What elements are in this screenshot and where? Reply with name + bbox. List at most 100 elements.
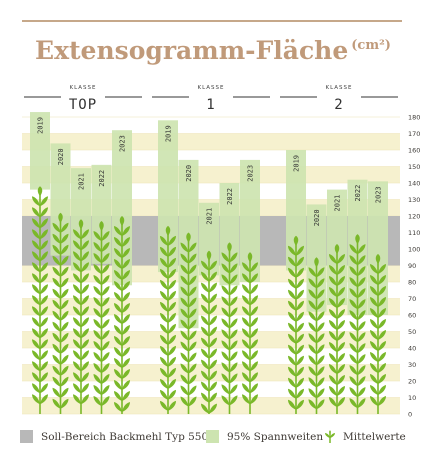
wheat-tip [334, 244, 340, 255]
wheat-kernel [329, 298, 337, 309]
wheat-kernel [122, 292, 130, 302]
wheat-kernel [73, 350, 81, 361]
wheat-kernel [201, 337, 209, 348]
class-label: KLASSE [197, 85, 224, 91]
wheat-kernel [201, 348, 209, 359]
wheat-kernel [349, 244, 358, 255]
legend-swatch-target [20, 430, 33, 443]
wheat-kernel [229, 373, 238, 384]
class-name: 2 [334, 97, 343, 113]
y-tick-label: 160 [408, 147, 420, 155]
wheat-kernel [288, 388, 296, 399]
wheat-kernel [229, 307, 238, 318]
span-bar [91, 164, 112, 264]
wheat-kernel [357, 310, 366, 321]
wheat-kernel [250, 306, 258, 317]
wheat-kernel [337, 364, 345, 375]
wheat-kernel [357, 255, 366, 266]
mean-wheat [221, 242, 238, 414]
wheat-kernel [250, 361, 258, 372]
wheat-kernel [180, 363, 189, 374]
year-label: 2021 [78, 173, 86, 190]
wheat-kernel [296, 256, 304, 267]
wheat-kernel [180, 297, 189, 308]
wheat-kernel [288, 366, 296, 377]
wheat-kernel [32, 350, 40, 361]
wheat-tip [37, 186, 43, 197]
wheat-kernel [250, 284, 258, 295]
wheat-kernel [114, 391, 122, 401]
wheat-kernel [188, 275, 197, 286]
wheat-kernel [357, 266, 366, 277]
wheat-kernel [114, 325, 122, 335]
wheat-kernel [288, 256, 296, 267]
wheat-kernel [40, 372, 48, 383]
wheat-kernel [201, 304, 209, 315]
wheat-kernel [188, 352, 197, 363]
wheat-kernel [209, 392, 217, 403]
wheat-kernel [370, 384, 378, 395]
wheat-kernel [32, 383, 40, 394]
grid-stripe [22, 397, 400, 414]
wheat-kernel [122, 347, 130, 357]
wheat-kernel [329, 397, 337, 408]
wheat-kernel [180, 264, 189, 275]
wheat-kernel [349, 343, 358, 354]
wheat-kernel [114, 314, 122, 324]
wheat-kernel [378, 274, 386, 285]
wheat-kernel [329, 364, 337, 375]
wheat-kernel [201, 260, 209, 271]
wheat-kernel [209, 304, 217, 315]
wheat-kernel [201, 403, 209, 414]
wheat-kernel [357, 332, 366, 343]
wheat-kernel [337, 298, 345, 309]
wheat-kernel [378, 263, 386, 274]
wheat-kernel [221, 307, 230, 318]
mean-wheat [73, 219, 89, 414]
wheat-kernel [378, 307, 386, 318]
wheat-kernel [32, 196, 40, 207]
wheat-kernel [296, 333, 304, 344]
wheat-kernel [250, 317, 258, 328]
wheat-kernel [52, 255, 61, 266]
wheat-kernel [337, 276, 345, 287]
wheat-tip [206, 250, 212, 261]
wheat-kernel [101, 329, 110, 340]
wheat-kernel [160, 268, 168, 279]
wheat-kernel [81, 229, 89, 240]
wheat-kernel [101, 351, 110, 362]
wheat-kernel [32, 273, 40, 284]
wheat-kernel [308, 366, 317, 377]
wheat-kernel [93, 263, 102, 274]
mean-wheat [349, 234, 366, 414]
wheat-kernel [73, 328, 81, 339]
wheat-kernel [32, 394, 40, 405]
wheat-kernel [60, 244, 69, 255]
wheat-kernel [357, 299, 366, 310]
wheat-kernel [250, 372, 258, 383]
wheat-kernel [114, 237, 122, 247]
wheat-kernel [93, 230, 102, 241]
wheat-kernel [357, 343, 366, 354]
wheat-kernel [250, 383, 258, 394]
wheat-kernel [209, 326, 217, 337]
wheat-kernel [93, 395, 102, 406]
wheat-kernel [378, 285, 386, 296]
wheat-kernel [60, 288, 69, 299]
wheat-kernel [40, 196, 48, 207]
wheat-kernel [337, 287, 345, 298]
wheat-kernel [337, 375, 345, 386]
wheat-kernel [81, 295, 89, 306]
wheat-kernel [40, 306, 48, 317]
wheat-kernel [316, 322, 325, 333]
wheat-kernel [81, 383, 89, 394]
wheat-kernel [242, 394, 250, 405]
wheat-kernel [370, 296, 378, 307]
wheat-kernel [201, 315, 209, 326]
wheat-kernel [73, 284, 81, 295]
span-bar [158, 120, 178, 273]
y-tick-label: 140 [408, 180, 420, 188]
wheat-kernel [122, 281, 130, 291]
wheat-kernel [209, 337, 217, 348]
